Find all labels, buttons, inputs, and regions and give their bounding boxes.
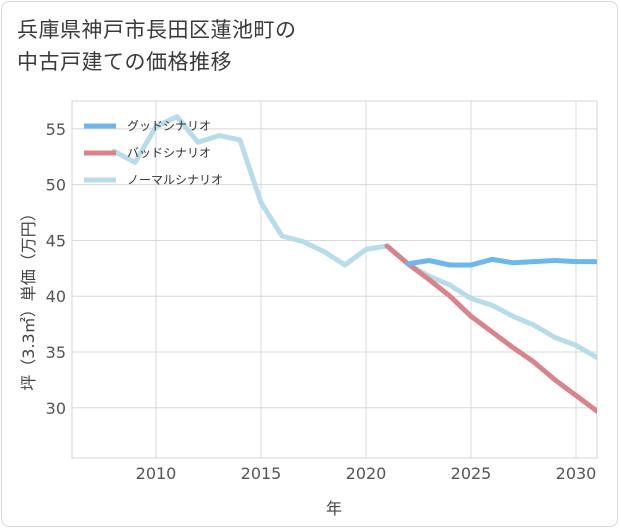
y-tick-label: 35 <box>46 343 66 362</box>
chart-title-line-2: 中古戸建ての価格推移 <box>17 50 232 74</box>
series-line-1 <box>384 243 597 414</box>
legend-label-2: ノーマルシナリオ <box>127 173 223 187</box>
y-tick-label: 40 <box>46 287 66 306</box>
y-tick-label: 50 <box>46 176 66 195</box>
legend-label-0: グッドシナリオ <box>127 119 211 133</box>
x-tick-labels: 2010 2015 2020 2025 2030 <box>136 464 597 483</box>
plot-area <box>71 100 598 459</box>
x-tick-label: 2020 <box>346 464 387 483</box>
series-line-2 <box>111 114 597 361</box>
x-tick-label: 2015 <box>241 464 282 483</box>
y-axis-label: 坪（3.3㎡）単価（万円） <box>19 205 38 390</box>
series-line-0 <box>405 256 597 268</box>
x-axis-label: 年 <box>326 499 342 518</box>
y-tick-label: 30 <box>46 399 66 418</box>
chart-title: 兵庫県神戸市長田区蓮池町の 中古戸建ての価格推移 <box>17 14 577 78</box>
y-tick-labels: 30 35 40 45 50 55 <box>46 120 66 418</box>
x-tick-label: 2030 <box>556 464 597 483</box>
x-tick-label: 2025 <box>451 464 492 483</box>
y-tick-label: 45 <box>46 231 66 250</box>
legend-label-1: バッドシナリオ <box>127 146 211 160</box>
chart-title-line-1: 兵庫県神戸市長田区蓮池町の <box>17 18 297 42</box>
series-lines <box>111 114 597 414</box>
grid-lines <box>72 101 597 458</box>
y-tick-label: 55 <box>46 120 66 139</box>
x-tick-label: 2010 <box>136 464 177 483</box>
